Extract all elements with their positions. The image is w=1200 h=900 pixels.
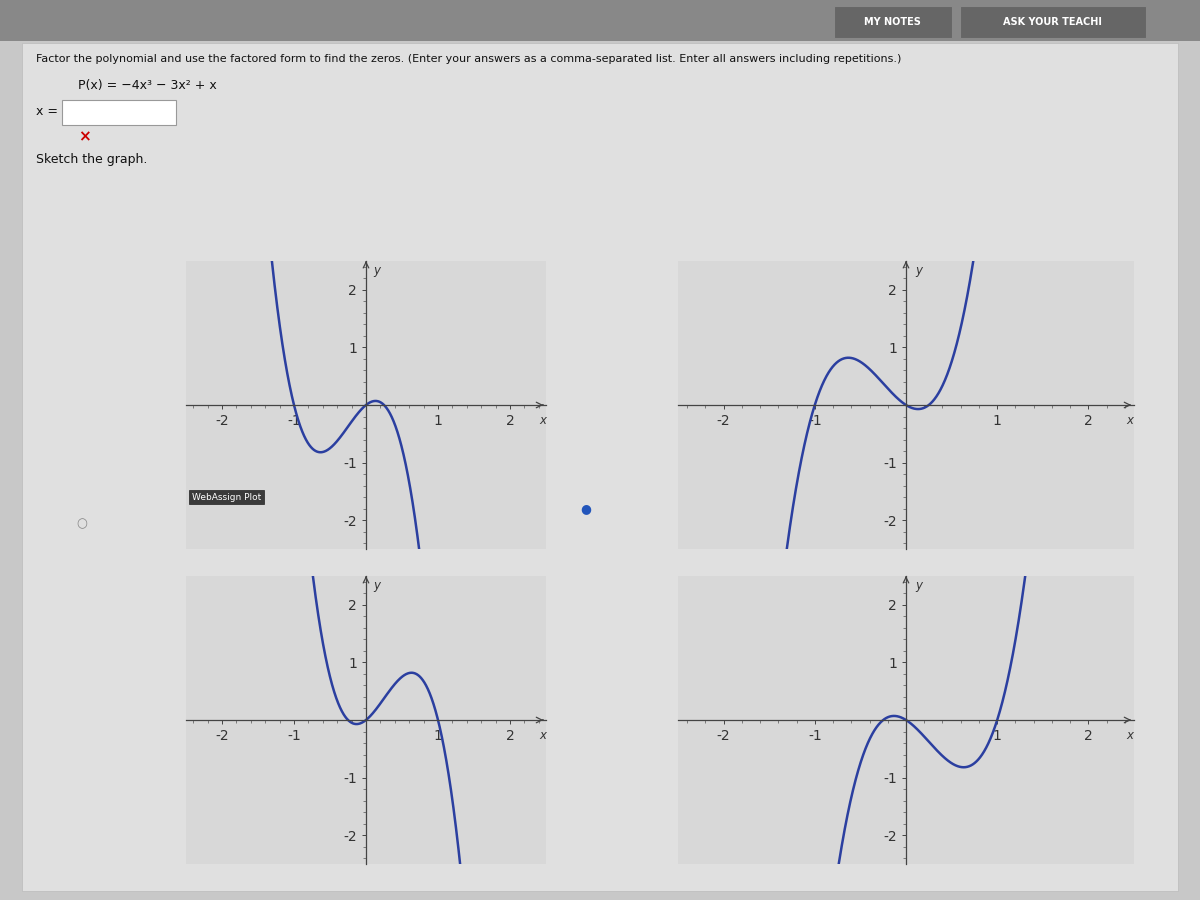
Text: MY NOTES: MY NOTES: [864, 17, 922, 27]
Text: ●: ●: [580, 502, 592, 515]
Text: y: y: [373, 264, 380, 277]
Text: x =: x =: [36, 105, 58, 118]
Text: Factor the polynomial and use the factored form to find the zeros. (Enter your a: Factor the polynomial and use the factor…: [36, 54, 901, 64]
Text: WebAssign Plot: WebAssign Plot: [192, 492, 262, 501]
Text: x: x: [539, 414, 546, 427]
Text: P(x) = −4x³ − 3x² + x: P(x) = −4x³ − 3x² + x: [78, 79, 217, 92]
Text: Sketch the graph.: Sketch the graph.: [36, 153, 148, 166]
Text: y: y: [916, 264, 922, 277]
Text: y: y: [373, 579, 380, 592]
Text: y: y: [916, 579, 922, 592]
Text: ×: ×: [78, 130, 91, 144]
Text: ○: ○: [76, 518, 88, 530]
Text: x: x: [539, 729, 546, 742]
Text: x: x: [1126, 414, 1133, 427]
Text: x: x: [1126, 729, 1133, 742]
Text: ASK YOUR TEACHI: ASK YOUR TEACHI: [1003, 17, 1102, 27]
